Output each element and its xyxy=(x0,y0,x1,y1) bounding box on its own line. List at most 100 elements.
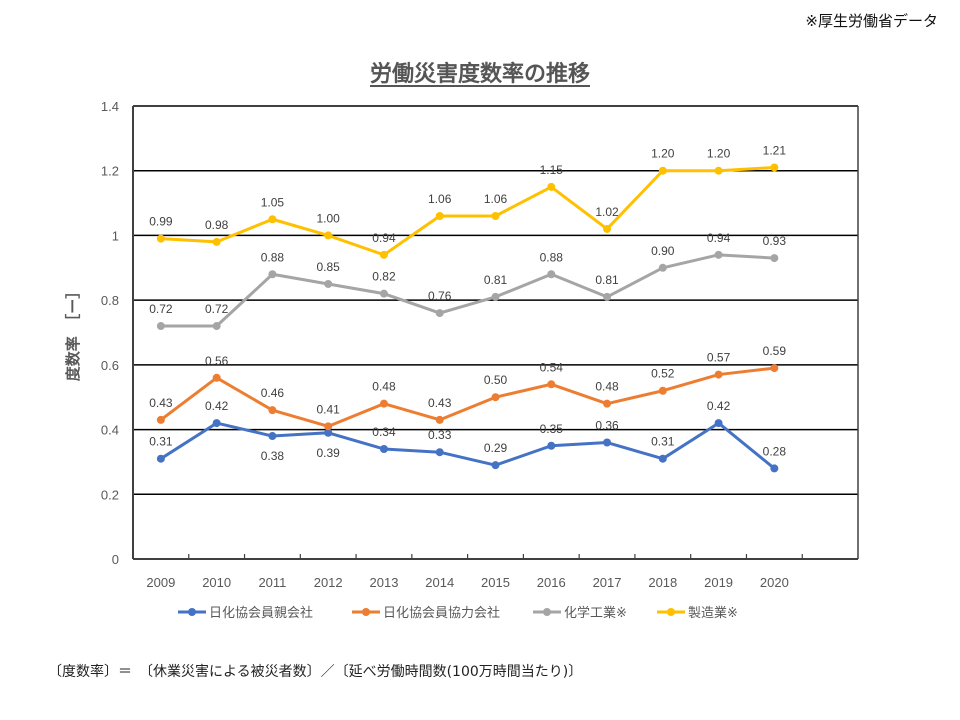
series-line xyxy=(160,253,775,328)
data-label: 0.90 xyxy=(651,244,675,258)
data-point xyxy=(324,422,333,431)
data-label: 0.35 xyxy=(540,422,564,436)
data-point xyxy=(491,292,500,301)
data-point xyxy=(435,415,444,424)
legend-label: 日化協会員親会社 xyxy=(209,605,313,621)
data-point xyxy=(324,231,333,240)
data-label: 0.36 xyxy=(595,419,619,433)
data-point xyxy=(714,166,723,175)
data-point xyxy=(658,454,667,463)
data-point xyxy=(268,432,277,441)
source-note: ※厚生労働省データ xyxy=(805,12,938,30)
data-point xyxy=(714,370,723,379)
data-point xyxy=(268,215,277,224)
data-label: 0.48 xyxy=(595,380,619,394)
data-point xyxy=(156,234,165,243)
data-point xyxy=(268,406,277,415)
data-label: 1.00 xyxy=(317,211,341,225)
data-label: 1.02 xyxy=(595,205,619,219)
data-label: 1.05 xyxy=(261,195,285,209)
data-label: 0.29 xyxy=(484,441,508,455)
data-label: 0.43 xyxy=(149,396,173,410)
y-tick-label: 1.2 xyxy=(101,164,119,179)
data-label: 1.20 xyxy=(651,147,675,161)
data-label: 0.38 xyxy=(261,449,285,463)
data-label: 0.31 xyxy=(651,435,675,449)
data-point xyxy=(714,250,723,259)
data-label: 0.39 xyxy=(317,446,341,460)
x-tick-label: 2020 xyxy=(760,575,789,590)
data-point xyxy=(156,454,165,463)
data-point xyxy=(491,461,500,470)
data-label: 0.93 xyxy=(763,234,787,248)
data-label: 0.48 xyxy=(372,380,396,394)
x-tick-label: 2014 xyxy=(425,575,454,590)
x-tick-label: 2018 xyxy=(648,575,677,590)
data-label: 0.33 xyxy=(428,428,452,442)
data-point xyxy=(379,289,388,298)
y-tick-label: 1 xyxy=(112,228,119,243)
y-axis-title: 度数率 ［ー］ xyxy=(64,284,82,382)
data-point xyxy=(435,309,444,318)
data-point xyxy=(603,438,612,447)
data-label: 0.88 xyxy=(540,250,564,264)
legend-label: 化学工業※ xyxy=(564,605,627,621)
data-point xyxy=(547,182,556,191)
data-label: 0.88 xyxy=(261,250,285,264)
data-point xyxy=(658,263,667,272)
data-label: 0.42 xyxy=(205,399,229,413)
data-label: 1.21 xyxy=(763,143,787,157)
data-label: 0.52 xyxy=(651,367,675,381)
data-point xyxy=(770,464,779,473)
x-tick-label: 2012 xyxy=(314,575,343,590)
x-tick-label: 2009 xyxy=(146,575,175,590)
y-tick-label: 1.4 xyxy=(101,99,119,114)
series-line xyxy=(159,366,775,428)
legend-label: 製造業※ xyxy=(688,605,738,621)
data-point xyxy=(658,166,667,175)
x-tick-label: 2011 xyxy=(258,575,286,590)
data-label: 0.81 xyxy=(484,273,508,287)
data-point xyxy=(212,237,221,246)
data-point xyxy=(770,364,779,373)
x-tick-label: 2010 xyxy=(202,575,231,590)
data-point xyxy=(491,393,500,402)
data-point xyxy=(379,444,388,453)
data-labels: 0.31 0.42 0.38 0.39 0.34 0.33 0.29 0.35 0.36 0.31… xyxy=(149,143,786,463)
series-line xyxy=(160,165,775,257)
y-tick-label: 0.8 xyxy=(101,293,119,308)
data-label: 0.72 xyxy=(149,302,173,316)
data-point xyxy=(603,292,612,301)
y-tick-label: 0.2 xyxy=(101,487,119,502)
data-label: 0.50 xyxy=(484,373,508,387)
data-point xyxy=(770,163,779,172)
x-tick-label: 2019 xyxy=(704,575,733,590)
data-point xyxy=(324,428,333,437)
data-label: 1.20 xyxy=(707,147,731,161)
data-label: 0.82 xyxy=(372,270,396,284)
x-tick-label: 2015 xyxy=(481,575,510,590)
data-label: 0.46 xyxy=(261,386,285,400)
x-tick-label: 2017 xyxy=(593,575,622,590)
data-point xyxy=(212,419,221,428)
data-point xyxy=(547,270,556,279)
gridlines xyxy=(133,105,858,496)
data-label: 0.56 xyxy=(205,354,229,368)
data-label: 0.81 xyxy=(595,273,619,287)
data-label: 0.28 xyxy=(763,444,787,458)
series-lines xyxy=(156,163,779,473)
legend: 日化協会員親会社 日化協会員協力会社 化学工業※ 製造業※ xyxy=(178,605,738,621)
data-point xyxy=(714,419,723,428)
data-label: 0.94 xyxy=(707,231,731,245)
chart-title-text: 労働災害度数率の推移 xyxy=(369,62,590,87)
data-label: 0.85 xyxy=(317,260,341,274)
data-label: 1.06 xyxy=(428,192,452,206)
data-label: 0.34 xyxy=(372,425,396,439)
data-point xyxy=(156,322,165,331)
data-label: 0.43 xyxy=(428,396,452,410)
data-point xyxy=(212,322,221,331)
data-label: 0.54 xyxy=(540,360,564,374)
formula-note: 〔度数率〕＝ 〔休業災害による被災者数〕／〔延べ労働時間数(100万時間当たり)… xyxy=(48,664,583,680)
data-label: 0.57 xyxy=(707,351,731,365)
